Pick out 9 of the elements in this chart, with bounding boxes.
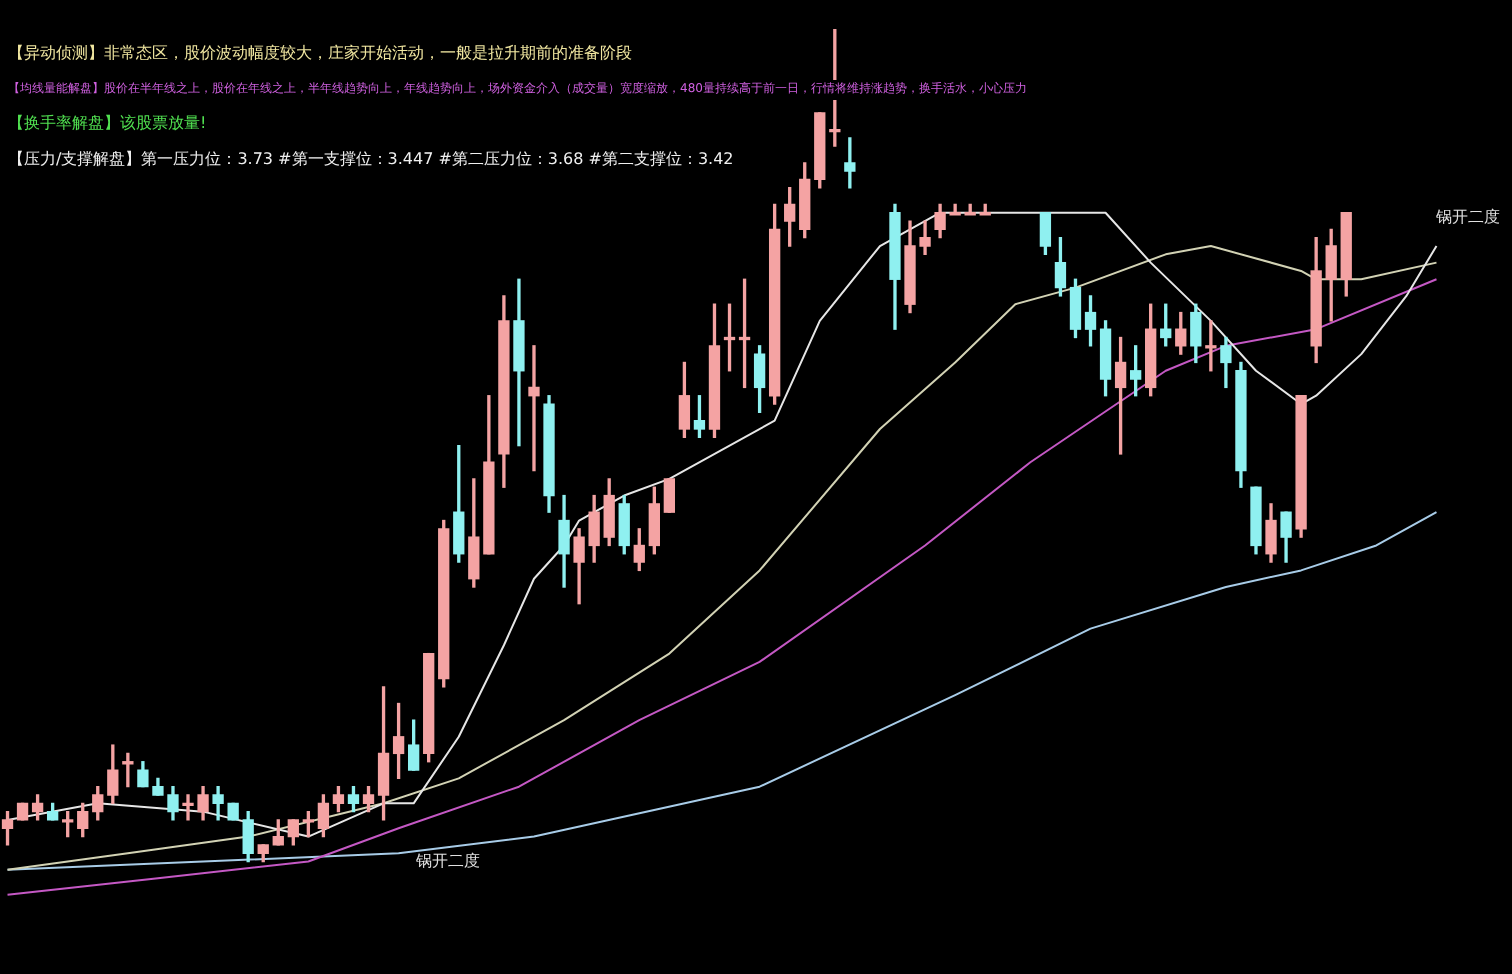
- candlestick: [122, 752, 134, 788]
- candlestick: [844, 137, 856, 189]
- annotation: 锅开二度: [1436, 208, 1500, 228]
- candlestick: [1205, 320, 1217, 372]
- annotation: 锅开二度: [416, 852, 480, 872]
- annotation: 【异动侦测】非常态区，股价波动幅度较大，庄家开始活动，一般是拉升期前的准备阶段: [8, 44, 632, 64]
- candlestick: [528, 345, 540, 472]
- annotation: 【换手率解盘】该股票放量!: [8, 114, 207, 134]
- annotation: 【压力/支撑解盘】第一压力位：3.73 #第一支撑位：3.447 #第二压力位：3.68 #第二支撑位：3.42: [8, 150, 734, 170]
